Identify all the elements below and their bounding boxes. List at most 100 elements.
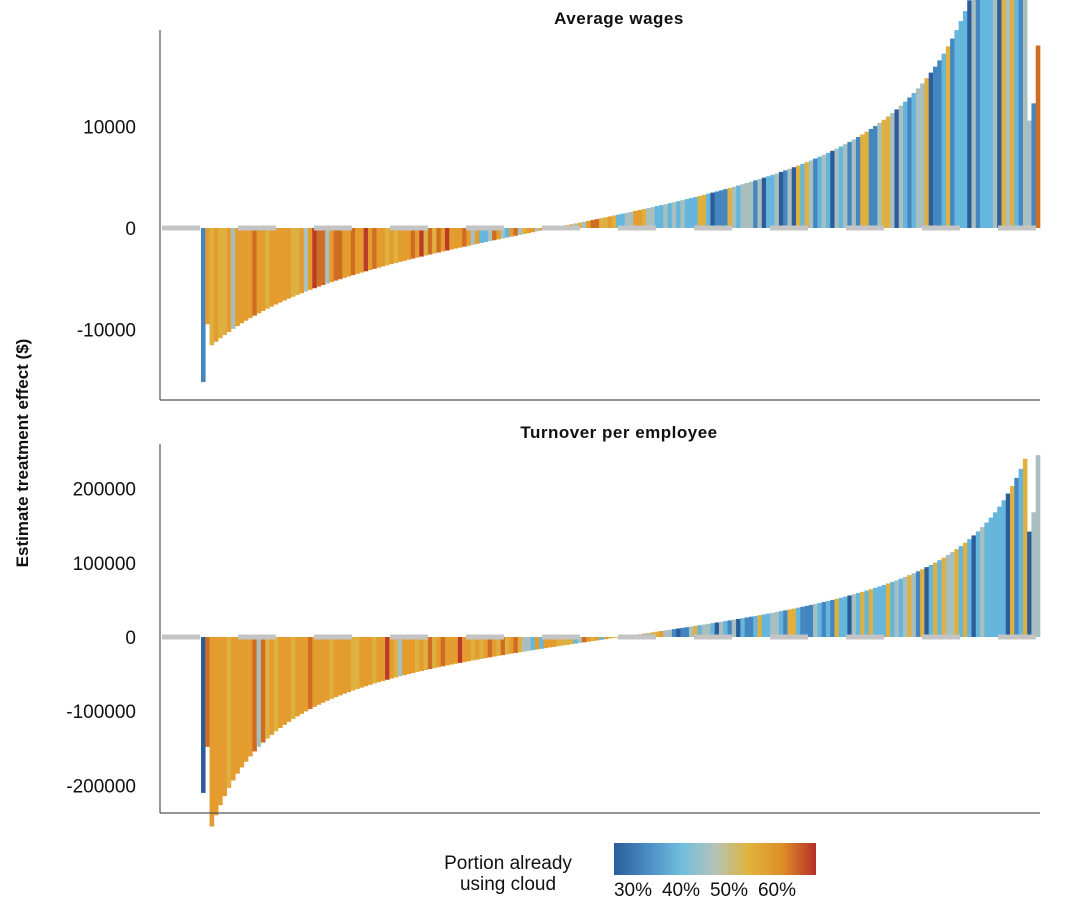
bar bbox=[808, 160, 814, 228]
bar bbox=[783, 610, 788, 637]
bar bbox=[337, 228, 343, 280]
bar bbox=[530, 228, 536, 233]
bar bbox=[1005, 0, 1011, 228]
bar bbox=[530, 637, 536, 651]
bar bbox=[522, 637, 527, 652]
bar bbox=[474, 228, 480, 244]
bar bbox=[453, 637, 459, 664]
bar bbox=[282, 637, 287, 725]
bar bbox=[556, 637, 561, 647]
bar bbox=[594, 219, 600, 228]
bar bbox=[718, 621, 724, 637]
bar bbox=[924, 567, 929, 637]
bar bbox=[757, 615, 763, 637]
bar bbox=[406, 637, 412, 675]
bar bbox=[984, 0, 989, 228]
bar bbox=[235, 637, 240, 774]
bar bbox=[766, 176, 771, 228]
y-tick-label: -200000 bbox=[66, 777, 136, 798]
bar bbox=[226, 228, 232, 332]
panel-turnover-per-employee: Turnover per employee 200000 100000 0 -1000… bbox=[66, 423, 1041, 827]
bar bbox=[590, 219, 596, 228]
bar bbox=[316, 637, 322, 705]
bar bbox=[620, 213, 626, 228]
bar bbox=[410, 637, 416, 674]
bar bbox=[273, 228, 279, 305]
bar bbox=[380, 228, 386, 267]
legend-title-line1: Portion already bbox=[444, 853, 572, 874]
bar bbox=[659, 631, 664, 637]
bar bbox=[282, 228, 287, 301]
bar bbox=[517, 637, 523, 653]
bar bbox=[573, 637, 578, 644]
bar bbox=[453, 228, 459, 249]
bar bbox=[376, 637, 382, 683]
bar bbox=[346, 637, 352, 693]
bar bbox=[885, 116, 891, 228]
bar bbox=[637, 209, 643, 228]
bar bbox=[299, 228, 305, 294]
bar bbox=[359, 228, 364, 273]
bar-series bbox=[201, 455, 1041, 827]
bar bbox=[359, 637, 364, 688]
bar bbox=[581, 637, 587, 643]
bar bbox=[462, 637, 467, 663]
bar bbox=[402, 228, 407, 261]
bar bbox=[928, 564, 934, 637]
legend-tick-label: 30% bbox=[614, 880, 652, 901]
bar bbox=[967, 539, 972, 637]
bar bbox=[885, 583, 891, 637]
bar bbox=[860, 134, 865, 228]
bar bbox=[496, 228, 501, 240]
bar bbox=[958, 21, 964, 228]
bar bbox=[560, 637, 566, 646]
bar bbox=[590, 637, 596, 642]
bar bbox=[855, 136, 861, 228]
bar bbox=[457, 228, 463, 248]
panel-title: Turnover per employee bbox=[520, 423, 717, 442]
bar bbox=[406, 228, 412, 260]
y-ticks: 10000 0 -10000 bbox=[77, 118, 136, 342]
bar bbox=[269, 637, 275, 735]
bar bbox=[714, 622, 720, 637]
bar bbox=[851, 139, 857, 228]
bar bbox=[830, 150, 835, 228]
bar bbox=[624, 212, 630, 228]
bar bbox=[243, 637, 249, 762]
bar bbox=[333, 637, 339, 698]
bar bbox=[265, 228, 270, 309]
legend-ticks: 30% 40% 50% 60% bbox=[614, 880, 796, 901]
bar bbox=[410, 228, 416, 259]
bar bbox=[984, 522, 989, 637]
bar bbox=[577, 637, 583, 643]
bar bbox=[971, 0, 977, 228]
bar bbox=[230, 228, 236, 329]
bar bbox=[873, 125, 878, 228]
bar bbox=[205, 228, 210, 325]
bar bbox=[740, 618, 745, 637]
bar bbox=[569, 637, 574, 645]
bar bbox=[667, 629, 673, 637]
bar bbox=[603, 217, 608, 228]
bar bbox=[924, 78, 929, 229]
bar bbox=[988, 517, 994, 637]
bar bbox=[1031, 103, 1037, 228]
bar bbox=[419, 637, 424, 672]
bar bbox=[462, 228, 467, 247]
bar bbox=[800, 606, 805, 637]
bar bbox=[744, 182, 750, 228]
bar bbox=[646, 208, 651, 228]
y-ticks: 200000 100000 0 -100000 -200000 bbox=[66, 480, 136, 798]
bar bbox=[367, 228, 373, 271]
bar bbox=[701, 194, 707, 228]
bar bbox=[1027, 531, 1032, 637]
bar bbox=[701, 624, 707, 637]
bar bbox=[838, 146, 844, 228]
bar bbox=[513, 637, 519, 653]
bar bbox=[393, 228, 399, 264]
bar bbox=[320, 228, 326, 286]
bar bbox=[761, 614, 767, 637]
bar bbox=[389, 228, 394, 265]
bar bbox=[457, 637, 463, 663]
bar bbox=[222, 637, 227, 797]
